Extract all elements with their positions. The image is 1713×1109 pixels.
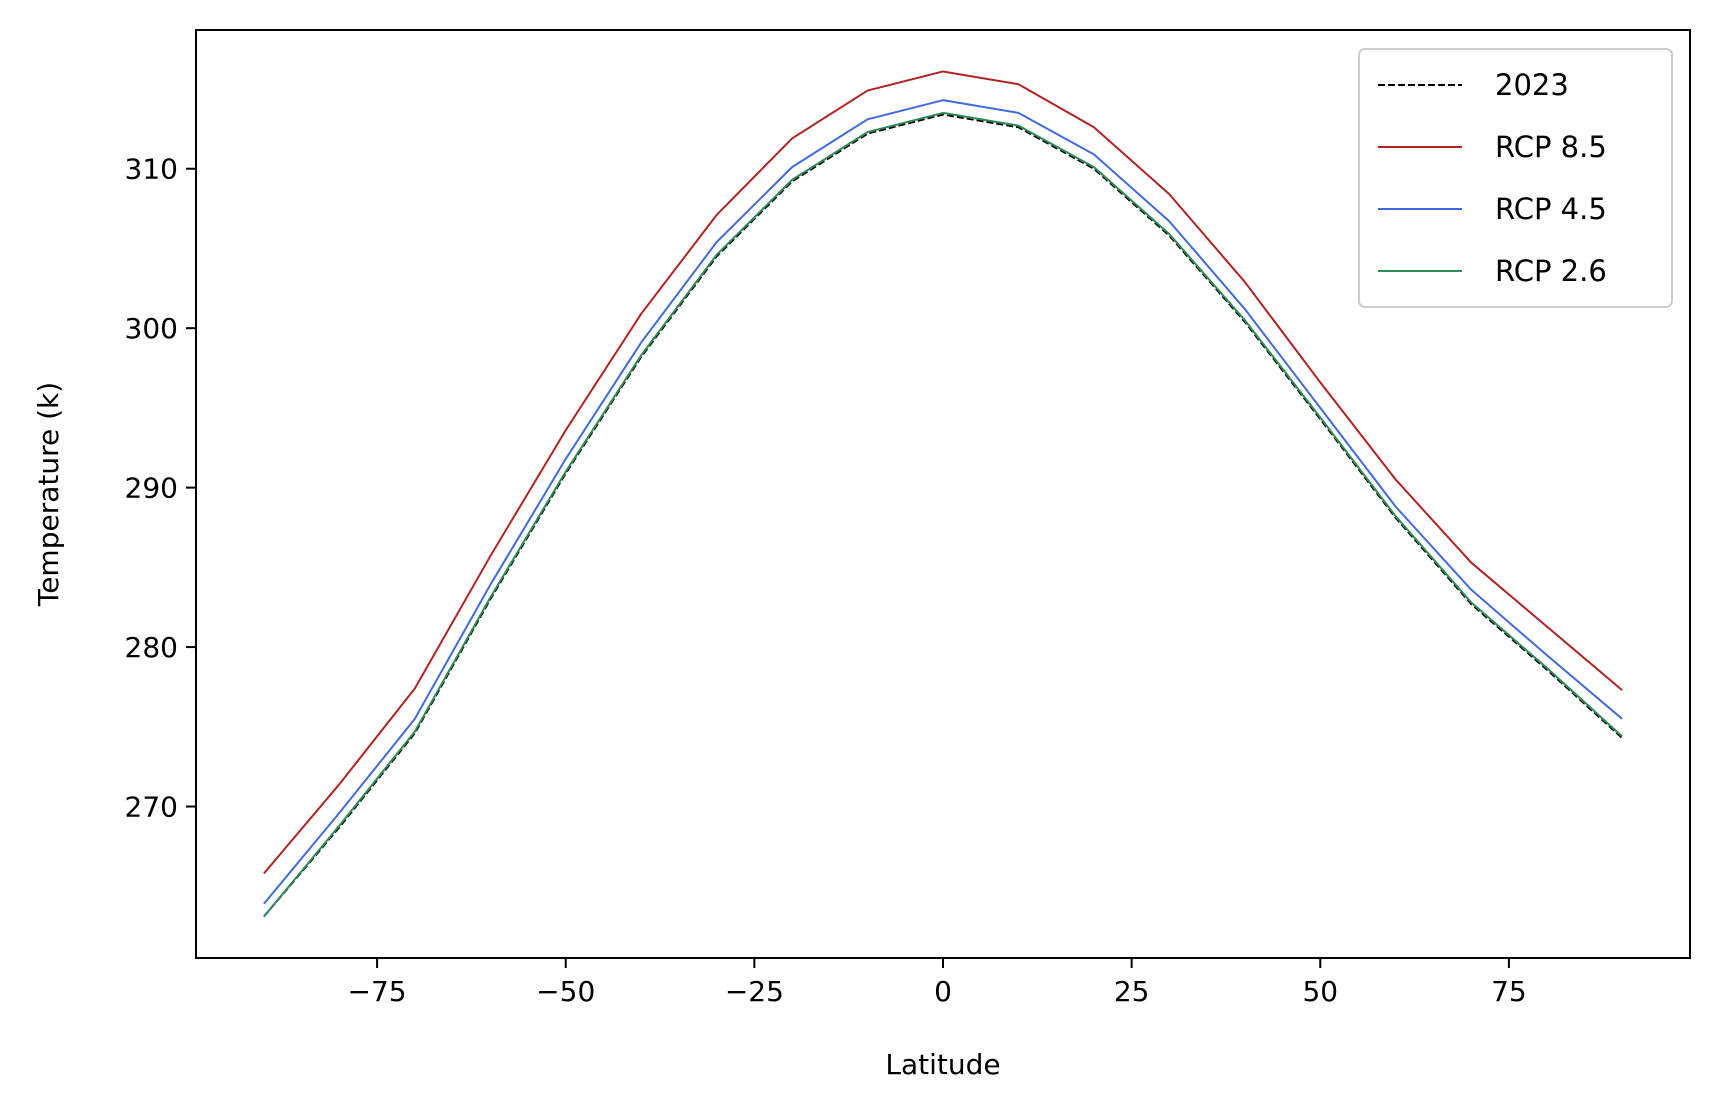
legend-box (1358, 48, 1673, 308)
y-tick-label: 290 (125, 472, 178, 505)
x-tick-label: 75 (1491, 975, 1527, 1008)
x-tick-label: −75 (348, 975, 407, 1008)
y-tick-label: 270 (125, 791, 178, 824)
y-tick-label: 280 (125, 631, 178, 664)
y-axis: 270 280 290 300 310 (125, 153, 196, 824)
legend: 2023 RCP 8.5 RCP 4.5 RCP 2.6 (1358, 48, 1673, 308)
series-layer (263, 70, 1623, 918)
x-tick-label: 25 (1114, 975, 1150, 1008)
x-tick-label: −50 (536, 975, 595, 1008)
x-tick-label: 0 (934, 975, 952, 1008)
y-tick-label: 310 (125, 153, 178, 186)
series-line-rcp-2-6 (263, 111, 1623, 918)
legend-label: RCP 2.6 (1495, 254, 1607, 288)
x-tick-label: 50 (1302, 975, 1338, 1008)
x-tick-label: −25 (725, 975, 784, 1008)
series-line-rcp-4-5 (263, 99, 1623, 905)
x-axis: −75 −50 −25 0 25 50 75 (348, 958, 1527, 1008)
series-line-rcp-8-5 (263, 70, 1623, 875)
legend-label: 2023 (1495, 68, 1569, 102)
y-axis-label: Temperature (k) (32, 382, 65, 607)
y-tick-label: 300 (125, 312, 178, 345)
legend-label: RCP 8.5 (1495, 130, 1607, 164)
x-axis-label: Latitude (885, 1048, 1000, 1081)
legend-label: RCP 4.5 (1495, 192, 1607, 226)
